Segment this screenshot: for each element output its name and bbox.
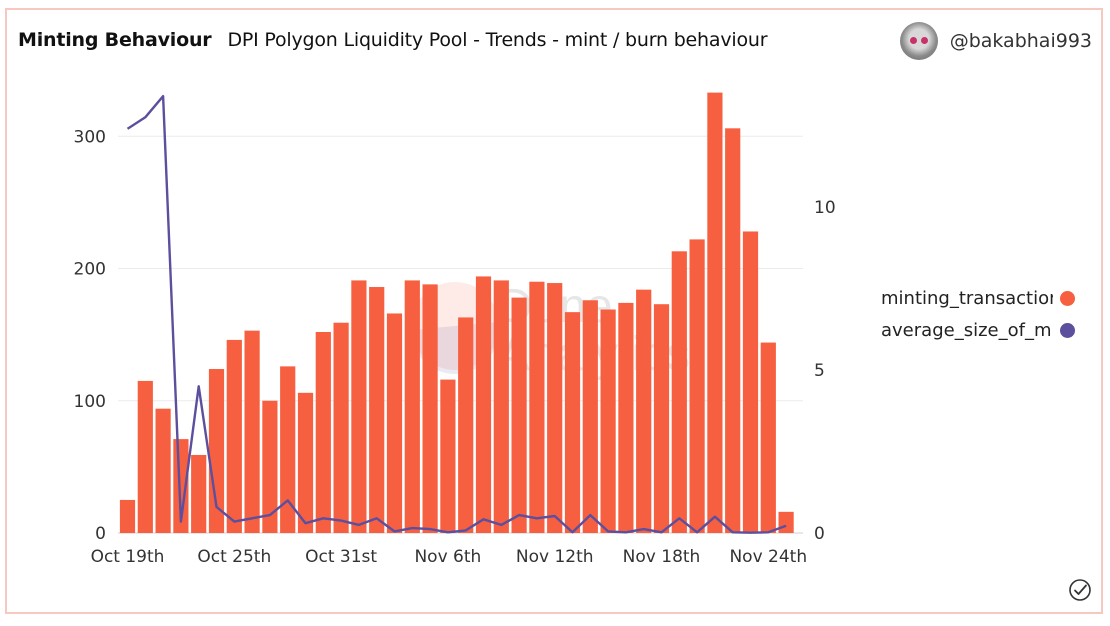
right-axis-tick-label: 5 — [814, 361, 825, 381]
bar-minting-transactions[interactable] — [564, 312, 581, 533]
x-axis-tick-label: Nov 12th — [516, 547, 594, 567]
legend-dot-minting — [1060, 291, 1075, 306]
bar-minting-transactions[interactable] — [707, 92, 723, 534]
bar-minting-transactions[interactable] — [351, 280, 367, 533]
chart-header: Minting Behaviour DPI Polygon Liquidity … — [18, 27, 768, 53]
bar-minting-transactions[interactable] — [725, 128, 741, 533]
bar-minting-transactions[interactable] — [511, 297, 527, 533]
bar-minting-transactions[interactable] — [297, 392, 314, 533]
user-handle[interactable]: @bakabhai993 — [949, 30, 1092, 52]
bar-minting-transactions[interactable] — [137, 380, 153, 533]
left-axis-tick-label: 100 — [74, 392, 106, 412]
bar-minting-transactions[interactable] — [173, 439, 189, 533]
bar-minting-transactions[interactable] — [333, 322, 349, 533]
legend-label-minting: minting_transactions — [881, 288, 1053, 309]
bar-minting-transactions[interactable] — [191, 454, 207, 533]
left-axis-tick-label: 200 — [74, 260, 106, 280]
x-axis-tick-label: Oct 25th — [197, 547, 271, 567]
bar-minting-transactions[interactable] — [422, 284, 438, 533]
bar-minting-transactions[interactable] — [458, 317, 474, 533]
bar-minting-transactions[interactable] — [582, 300, 598, 533]
legend-item-minting[interactable]: minting_transactions — [881, 287, 1077, 311]
bar-minting-transactions[interactable] — [440, 379, 456, 533]
legend: minting_transactions average_size_of_min… — [881, 287, 1077, 351]
bar-minting-transactions[interactable] — [600, 309, 616, 533]
right-axis-tick-label: 10 — [814, 198, 836, 218]
bar-minting-transactions[interactable] — [475, 276, 492, 533]
bar-minting-transactions[interactable] — [280, 366, 296, 533]
bar-minting-transactions[interactable] — [404, 280, 420, 533]
bar-minting-transactions[interactable] — [653, 304, 670, 533]
user-badge[interactable]: @bakabhai993 — [899, 22, 1092, 60]
avatar-eye-right — [920, 37, 928, 44]
avatar-icon[interactable] — [899, 22, 938, 60]
legend-dot-average — [1060, 323, 1075, 338]
x-axis-tick-label: Nov 18th — [623, 547, 701, 567]
right-axis-tick-label: 0 — [814, 524, 825, 544]
bar-minting-transactions[interactable] — [244, 330, 260, 533]
bar-minting-transactions[interactable] — [226, 339, 242, 533]
chart-title: Minting Behaviour — [18, 29, 212, 51]
line-average-size-of-mint[interactable] — [126, 94, 787, 534]
bar-minting-transactions[interactable] — [493, 280, 509, 533]
x-axis-tick-label: Nov 6th — [414, 547, 481, 567]
bars — [119, 92, 794, 534]
x-axis-tick-label: Oct 19th — [91, 547, 165, 567]
avatar-eye-left — [909, 37, 917, 44]
legend-label-average: average_size_of_mint — [881, 320, 1053, 341]
legend-item-average[interactable]: average_size_of_mint — [881, 319, 1077, 343]
bar-minting-transactions[interactable] — [547, 283, 563, 533]
bar-minting-transactions[interactable] — [636, 289, 652, 533]
bar-minting-transactions[interactable] — [760, 342, 776, 533]
left-axis-tick-label: 300 — [74, 127, 106, 147]
bar-minting-transactions[interactable] — [618, 302, 634, 533]
bar-minting-transactions[interactable] — [119, 499, 136, 533]
left-axis-tick-label: 0 — [95, 524, 106, 544]
x-axis: Oct 19th Oct 25th Oct 31st Nov 6th Nov 12th N… — [91, 547, 808, 567]
bar-minting-transactions[interactable] — [689, 239, 705, 533]
bar-minting-transactions[interactable] — [742, 231, 759, 533]
bar-minting-transactions[interactable] — [369, 287, 385, 533]
bar-minting-transactions[interactable] — [315, 331, 331, 533]
bar-minting-transactions[interactable] — [262, 400, 278, 533]
check-circle-icon[interactable] — [1068, 578, 1092, 602]
left-axis: 0 100 200 300 — [74, 127, 106, 544]
bar-minting-transactions[interactable] — [529, 281, 545, 533]
chart-subtitle: DPI Polygon Liquidity Pool - Trends - mi… — [227, 29, 768, 51]
bar-minting-transactions[interactable] — [208, 369, 225, 533]
bar-minting-transactions[interactable] — [671, 251, 687, 533]
bar-minting-transactions[interactable] — [386, 313, 403, 533]
bar-minting-transactions[interactable] — [155, 408, 171, 533]
right-axis: 0 5 10 — [814, 198, 836, 544]
bar-minting-transactions[interactable] — [778, 511, 794, 533]
x-axis-tick-label: Nov 24th — [729, 547, 807, 567]
x-axis-tick-label: Oct 31st — [305, 547, 377, 567]
line-series — [126, 94, 787, 534]
